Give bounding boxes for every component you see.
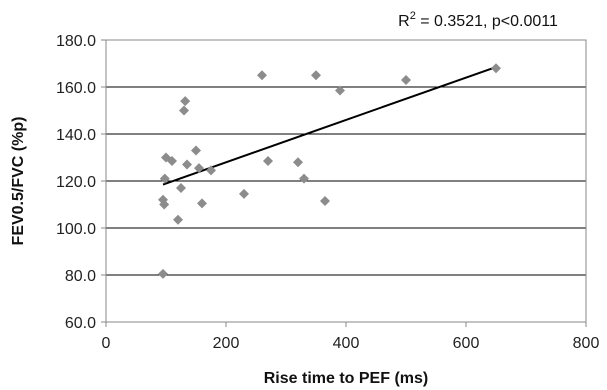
y-tick-label: 160.0 (56, 80, 96, 97)
regression-annotation: R2 = 0.3521, p<0.0011 (398, 10, 558, 30)
data-point (191, 145, 201, 156)
data-point (257, 70, 267, 81)
y-tick-label: 60.0 (65, 315, 96, 332)
y-tick-label: 120.0 (56, 174, 96, 191)
data-points (158, 63, 501, 279)
data-point (311, 70, 321, 81)
data-point (263, 156, 273, 167)
data-point (335, 85, 345, 96)
x-axis-title: Rise time to PEF (ms) (264, 370, 428, 387)
data-point (180, 96, 191, 107)
y-axis-title: FEV0.5/FVC (%p) (10, 117, 27, 246)
data-point (320, 195, 330, 206)
y-tick-label: 140.0 (56, 127, 96, 144)
data-point (197, 198, 207, 209)
y-tick-label: 100.0 (56, 221, 96, 238)
data-point (401, 74, 411, 85)
y-tick-label: 80.0 (65, 268, 96, 285)
gridlines (106, 86, 586, 276)
data-point (206, 165, 216, 176)
data-point (159, 199, 170, 210)
data-point (293, 157, 303, 168)
x-tick-label: 800 (573, 335, 600, 352)
data-point (182, 159, 192, 170)
x-tick-label: 600 (453, 335, 480, 352)
x-tick-label: 0 (102, 335, 111, 352)
data-point (176, 183, 186, 194)
data-point (159, 173, 170, 184)
x-tick-label: 400 (333, 335, 360, 352)
data-point (491, 63, 501, 74)
data-point (299, 173, 309, 184)
data-point (179, 105, 189, 116)
x-tick-label: 200 (213, 335, 240, 352)
y-axis-ticks: 60.0 80.0 100.0 120.0 140.0 160.0 180.0 (56, 33, 106, 332)
y-tick-label: 180.0 (56, 33, 96, 50)
data-point (158, 268, 168, 279)
data-point (194, 163, 204, 174)
data-point (173, 214, 183, 225)
data-point (167, 156, 177, 167)
x-axis-ticks: 0 200 400 600 800 (102, 322, 600, 352)
trendline (162, 66, 497, 186)
data-point (239, 188, 249, 199)
